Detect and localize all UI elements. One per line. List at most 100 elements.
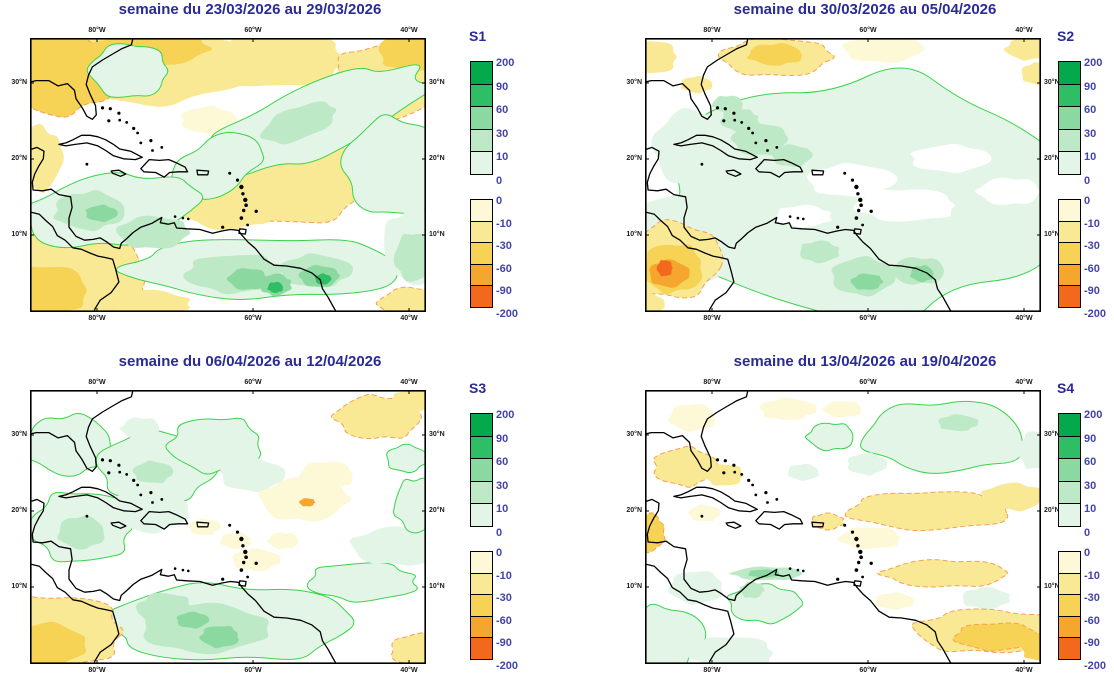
colorbar-cell: [1058, 220, 1081, 244]
colorbar-value: -200: [1084, 660, 1107, 672]
colorbar-cell: [1058, 480, 1081, 505]
colorbar-cell: [1058, 199, 1081, 222]
colorbar-value: -90: [1084, 285, 1100, 298]
colorbar-cell: [470, 503, 493, 527]
lon-label-top: 80°W: [88, 379, 106, 386]
lon-label-bottom: 80°W: [88, 667, 106, 674]
lat-label-right: 30°N: [1044, 79, 1060, 86]
anomaly-fills: [30, 390, 426, 664]
lon-label-bottom: 60°W: [859, 315, 877, 322]
colorbar-value: -200: [496, 308, 519, 320]
grid-ticks: [30, 390, 426, 664]
colorbar-negative: [1058, 199, 1081, 308]
lat-label-left: 10°N: [11, 583, 27, 590]
lat-label-right: 10°N: [1044, 583, 1060, 590]
lat-label-left: 20°N: [626, 155, 642, 162]
colorbar-value: -10: [496, 569, 512, 582]
lon-label-bottom: 80°W: [88, 315, 106, 322]
colorbar-cell: [470, 480, 493, 505]
lon-label-top: 60°W: [859, 27, 877, 34]
lon-label-bottom: 40°W: [1015, 315, 1033, 322]
colorbar-value: 60: [1084, 456, 1097, 469]
colorbar-value: -200: [1084, 308, 1107, 320]
anomaly-fills: [645, 397, 1041, 664]
colorbar-cell: [1058, 263, 1081, 287]
colorbar-positive: [1058, 413, 1081, 527]
lat-label-left: 20°N: [626, 507, 642, 514]
colorbar-cell: [1058, 151, 1081, 175]
colorbar-value: 60: [1084, 104, 1097, 117]
colorbar-value: 0: [496, 195, 503, 207]
colorbar-value: 0: [1084, 195, 1091, 207]
lon-label-bottom: 60°W: [244, 667, 262, 674]
colorbar-negative: [470, 551, 493, 660]
colorbar-value: 30: [1084, 127, 1097, 140]
colorbar-negative: [470, 199, 493, 308]
lat-label-left: 30°N: [11, 79, 27, 86]
colorbar-value: 10: [1084, 151, 1097, 164]
lat-label-left: 10°N: [626, 583, 642, 590]
colorbar-value: -90: [496, 285, 512, 298]
lon-label-bottom: 40°W: [400, 667, 418, 674]
lat-label-left: 20°N: [11, 507, 27, 514]
colorbar-cell: [1058, 551, 1081, 574]
colorbar-cell: [470, 199, 493, 222]
lon-label-bottom: 80°W: [703, 315, 721, 322]
colorbar-value: -10: [1084, 217, 1100, 230]
colorbar-cell: [470, 128, 493, 153]
colorbar-positive: [470, 413, 493, 527]
grid-ticks: [645, 390, 1041, 664]
lon-label-top: 80°W: [703, 379, 721, 386]
colorbar-cell: [1058, 413, 1081, 437]
lat-label-right: 10°N: [429, 583, 445, 590]
grid-ticks: [30, 38, 426, 312]
colorbar-cell: [1058, 594, 1081, 617]
colorbar-cell: [470, 637, 493, 660]
colorbar-cell: [470, 61, 493, 85]
colorbar-cell: [1058, 458, 1081, 482]
week-label-s1: S1: [469, 28, 487, 44]
lon-label-top: 80°W: [88, 27, 106, 34]
colorbar-cell: [470, 285, 493, 308]
colorbar-value: 60: [496, 104, 509, 117]
colorbar-cell: [1058, 615, 1081, 639]
colorbar-cell: [470, 83, 493, 108]
colorbar-value: 90: [1084, 80, 1097, 93]
colorbar-value: 10: [496, 503, 509, 516]
lon-label-top: 80°W: [703, 27, 721, 34]
lon-label-bottom: 40°W: [1015, 667, 1033, 674]
colorbar-value: 200: [496, 57, 515, 69]
colorbar-value: -90: [1084, 637, 1100, 650]
colorbar-value: -60: [496, 614, 512, 627]
lat-label-right: 20°N: [429, 507, 445, 514]
colorbar-value: -30: [496, 240, 512, 253]
colorbar-cell: [1058, 242, 1081, 265]
panel-title-s1: semaine du 23/03/2026 au 29/03/2026: [118, 1, 382, 18]
coastlines: [645, 38, 953, 312]
anomaly-fills: [645, 38, 1041, 312]
grid-ticks: [645, 38, 1041, 312]
week-label-s3: S3: [469, 380, 487, 396]
colorbar-value: 30: [496, 479, 509, 492]
map-s3: [30, 390, 426, 664]
colorbar-cell: [1058, 106, 1081, 130]
colorbar-cell: [1058, 637, 1081, 660]
colorbar-value: 0: [496, 175, 503, 187]
colorbar-value: -10: [496, 217, 512, 230]
lat-label-left: 30°N: [626, 79, 642, 86]
coastlines: [30, 390, 338, 664]
colorbar-value: 200: [1084, 57, 1103, 69]
lat-label-right: 20°N: [429, 155, 445, 162]
colorbar-value: 90: [496, 432, 509, 445]
colorbar-value: 0: [496, 547, 503, 559]
lat-label-right: 30°N: [429, 431, 445, 438]
colorbar-cell: [470, 551, 493, 574]
lat-label-right: 20°N: [1044, 155, 1060, 162]
week-label-s2: S2: [1057, 28, 1075, 44]
colorbar-value: 10: [1084, 503, 1097, 516]
colorbar-value: 10: [496, 151, 509, 164]
coastlines: [30, 38, 338, 312]
colorbar-cell: [470, 413, 493, 437]
lat-label-right: 10°N: [429, 231, 445, 238]
lat-label-left: 10°N: [626, 231, 642, 238]
